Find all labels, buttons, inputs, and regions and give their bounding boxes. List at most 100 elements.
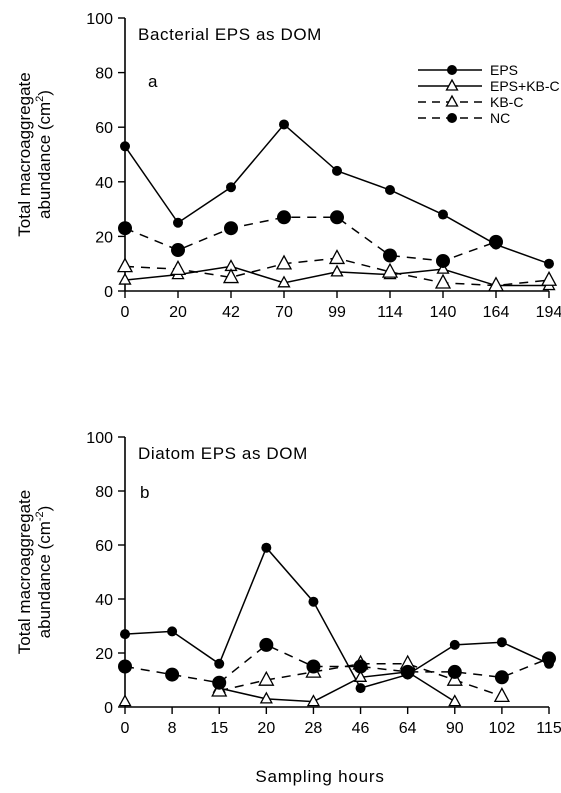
x-tick-label: 90: [446, 720, 464, 737]
data-point: [494, 670, 509, 685]
y-tick-label: 100: [86, 430, 113, 447]
y-axis-label-line1: Total macroaggregate: [15, 72, 34, 236]
data-point: [118, 659, 132, 674]
data-point: [120, 141, 130, 152]
x-tick-label: 20: [169, 304, 187, 321]
data-point: [173, 217, 183, 228]
legend-marker: [445, 78, 459, 91]
data-point: [224, 221, 238, 236]
x-tick-label: 0: [121, 304, 130, 321]
legend-label: KB-C: [490, 94, 523, 110]
data-point: [212, 675, 227, 690]
y-axis-label-line2: abundance (cm-2): [34, 506, 54, 639]
x-tick-label: 8: [168, 720, 177, 737]
data-point: [261, 542, 272, 553]
y-axis-label-line1: Total macroaggregate: [15, 490, 34, 654]
series-line: [124, 123, 550, 265]
x-tick-label: 46: [352, 720, 370, 737]
x-tick-label: 115: [536, 720, 561, 737]
data-point: [449, 639, 460, 650]
y-tick-label: 20: [95, 229, 113, 246]
data-point: [214, 658, 225, 669]
data-point: [330, 264, 344, 277]
y-tick-label: 0: [104, 700, 113, 717]
data-point: [171, 243, 185, 258]
x-tick-label: 20: [257, 720, 275, 737]
data-point: [436, 253, 450, 268]
y-tick-label: 100: [86, 11, 113, 28]
x-tick-label: 15: [210, 720, 228, 737]
data-point: [169, 259, 187, 276]
data-point: [118, 694, 132, 707]
y-tick-label: 80: [95, 484, 113, 501]
legend-marker: [445, 94, 459, 107]
series-nc: [118, 637, 556, 690]
data-point: [542, 651, 556, 666]
data-point: [306, 659, 321, 674]
series-kb-c: [116, 249, 558, 292]
data-point: [328, 249, 346, 265]
data-point: [277, 275, 291, 288]
y-tick-label: 40: [95, 592, 113, 609]
data-point: [447, 664, 462, 679]
y-axis-label-line2: abundance (cm2): [34, 90, 54, 219]
x-tick-label: 140: [430, 304, 457, 321]
x-tick-label: 194: [536, 304, 561, 321]
data-point: [448, 694, 462, 707]
data-point: [226, 182, 236, 193]
data-point: [496, 637, 507, 648]
chart-panel-a: 0 20 40 60 80 100 0 20 42 70 99 114 140 164 194 Total m…: [15, 11, 561, 321]
y-tick-label: 60: [95, 120, 113, 137]
data-point: [279, 119, 289, 130]
data-point: [259, 637, 274, 652]
data-point: [540, 270, 558, 286]
legend-marker: [447, 65, 457, 75]
y-tick-label: 20: [95, 646, 113, 663]
data-point: [116, 257, 134, 273]
data-point: [332, 165, 342, 176]
legend-label: EPS: [490, 62, 518, 78]
y-tick-label: 80: [95, 66, 113, 83]
data-point: [118, 272, 132, 285]
x-tick-label: 164: [483, 304, 510, 321]
data-point: [381, 262, 399, 278]
chart-panel-b: 0 20 40 60 80 100 0 8 15 20 28 46 64 90 102 115 Total ma…: [15, 430, 561, 737]
x-tick-label: 28: [305, 720, 323, 737]
x-tick-label: 0: [121, 720, 130, 737]
data-point: [167, 626, 178, 637]
series-line: [219, 671, 456, 703]
y-tick-label: 0: [104, 284, 113, 301]
series-line: [124, 546, 550, 689]
data-point: [436, 261, 450, 274]
data-point: [308, 596, 319, 607]
data-point: [306, 694, 321, 707]
data-point: [258, 670, 275, 686]
legend-label: EPS+KB-C: [490, 78, 560, 94]
x-tick-label: 42: [222, 304, 240, 321]
data-point: [118, 221, 132, 236]
series-nc: [118, 210, 503, 268]
data-point: [493, 687, 510, 703]
data-point: [489, 234, 503, 249]
data-point: [434, 273, 452, 289]
panel-title: Diatom EPS as DOM: [138, 444, 308, 463]
data-point: [544, 258, 554, 269]
x-tick-label: 99: [328, 304, 346, 321]
data-point: [353, 669, 368, 682]
data-point: [487, 276, 505, 292]
data-point: [222, 268, 240, 284]
data-point: [400, 664, 415, 679]
data-point: [353, 659, 368, 674]
y-tick-label: 60: [95, 538, 113, 555]
data-point: [383, 248, 397, 263]
series-line: [124, 216, 497, 262]
x-axis-label: Sampling hours: [255, 767, 384, 786]
data-point: [120, 629, 130, 640]
legend-label: NC: [490, 110, 510, 126]
data-point: [438, 209, 448, 220]
data-point: [259, 691, 273, 704]
y-tick-label: 40: [95, 175, 113, 192]
x-tick-label: 70: [275, 304, 293, 321]
